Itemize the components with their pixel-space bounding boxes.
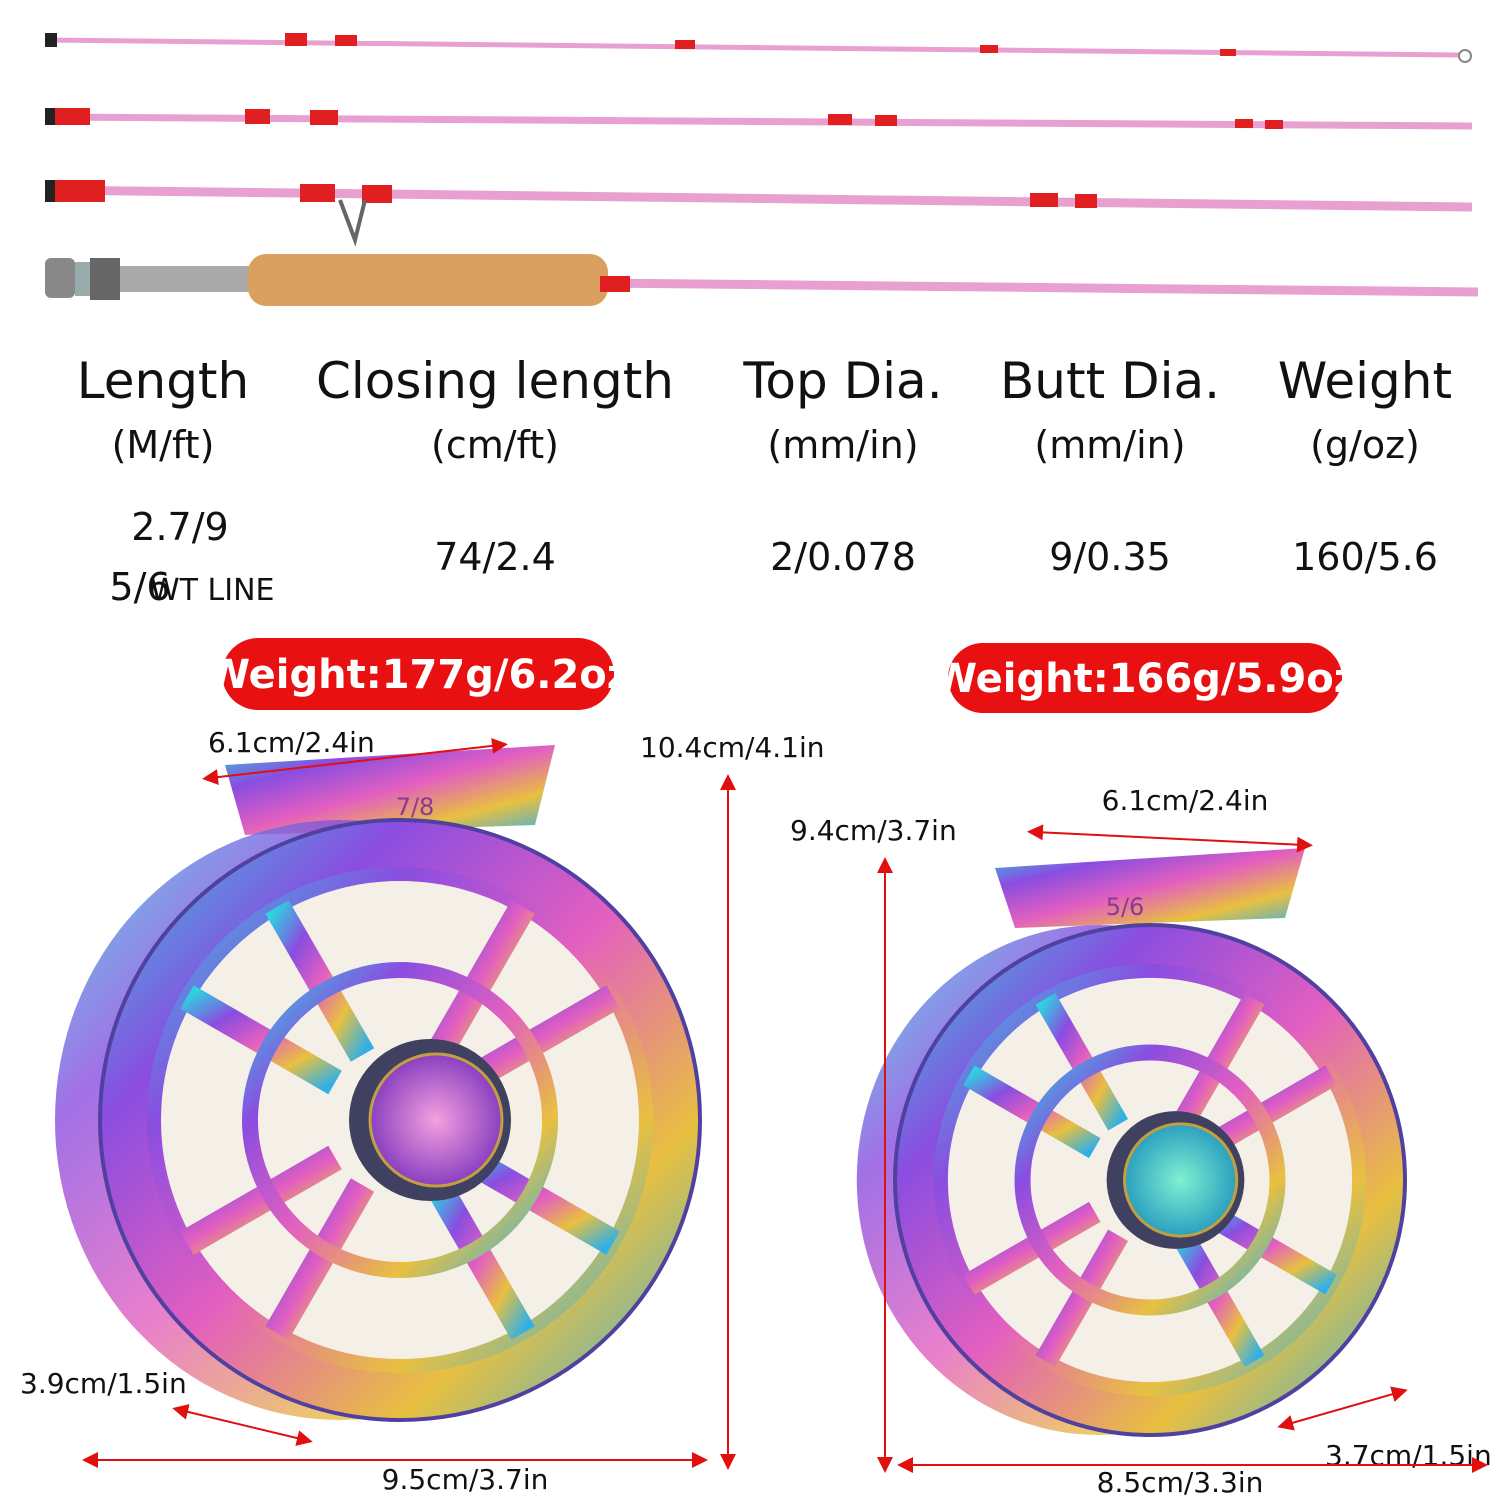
reel-model: 5/6 — [1106, 893, 1145, 921]
column-title: Length — [77, 352, 249, 410]
spec-value: 160/5.6 — [1292, 535, 1438, 579]
column-unit: (M/ft) — [112, 423, 215, 467]
reel-spoke — [180, 985, 342, 1095]
reel-spoke — [265, 1178, 375, 1340]
dimension-label: 9.5cm/3.7in — [382, 1463, 549, 1496]
line-weight-suffix: WT LINE — [150, 573, 274, 608]
dimension-label: 8.5cm/3.3in — [1097, 1466, 1264, 1499]
reel-spoke — [425, 900, 535, 1062]
dimension-arrow — [1027, 824, 1313, 853]
weight-label: Weight:177g/6.2oz — [206, 652, 630, 698]
reel-cap — [1123, 1122, 1239, 1238]
reel-cap — [368, 1052, 504, 1188]
reels: Weight:177g/6.2oz 7/8 6.1cm/2.4in 10.4cm/4.… — [20, 638, 1492, 1499]
reel-spoke — [1171, 993, 1265, 1131]
reel-ring — [1014, 1044, 1286, 1316]
reel-spoke — [1035, 1229, 1129, 1367]
length-value: 2.7/9 — [131, 505, 228, 549]
dimension-arrow — [172, 1404, 313, 1446]
column-title: Closing length — [316, 352, 674, 410]
reel-model: 7/8 — [396, 793, 435, 821]
spec-value: 9/0.35 — [1049, 535, 1171, 579]
reel-foot — [995, 848, 1305, 928]
weight-badge — [222, 638, 614, 710]
dimension-arrow — [1277, 1386, 1408, 1431]
weight-label: Weight:166g/5.9oz — [933, 656, 1357, 702]
reel-spoke — [265, 900, 375, 1062]
column-title: Butt Dia. — [1000, 352, 1220, 410]
column-title: Weight — [1278, 352, 1452, 410]
dimension-arrow — [202, 737, 508, 786]
dimension-label: 9.4cm/3.7in — [790, 814, 957, 847]
reel-spoke — [1035, 993, 1129, 1131]
reel-spoke — [963, 1065, 1101, 1159]
line-weight: 5/6 — [109, 565, 170, 609]
column-unit: (g/oz) — [1310, 423, 1420, 467]
dimension-label: 6.1cm/2.4in — [208, 726, 375, 759]
column-unit: (mm/in) — [1034, 423, 1185, 467]
reel-ring — [242, 962, 558, 1278]
reel-spoke — [425, 1178, 535, 1340]
reel-spoke — [180, 1145, 342, 1255]
spec-value: 2/0.078 — [770, 535, 916, 579]
weight-badge — [948, 643, 1342, 713]
column-unit: (mm/in) — [767, 423, 918, 467]
spec-value: 74/2.4 — [434, 535, 556, 579]
rods — [44, 33, 1479, 306]
dimension-label: 6.1cm/2.4in — [1102, 784, 1269, 817]
spec-table: 2.7/9 5/6 WT LINE Length (M/ft) Closing le… — [77, 352, 1452, 609]
column-unit: (cm/ft) — [431, 423, 559, 467]
dimension-label: 3.9cm/1.5in — [20, 1367, 187, 1400]
dimension-label: 10.4cm/4.1in — [640, 731, 825, 764]
column-title: Top Dia. — [742, 352, 942, 410]
reel-spoke — [1171, 1229, 1265, 1367]
dimension-label: 3.7cm/1.5in — [1325, 1439, 1492, 1472]
reel-spoke — [963, 1201, 1101, 1295]
